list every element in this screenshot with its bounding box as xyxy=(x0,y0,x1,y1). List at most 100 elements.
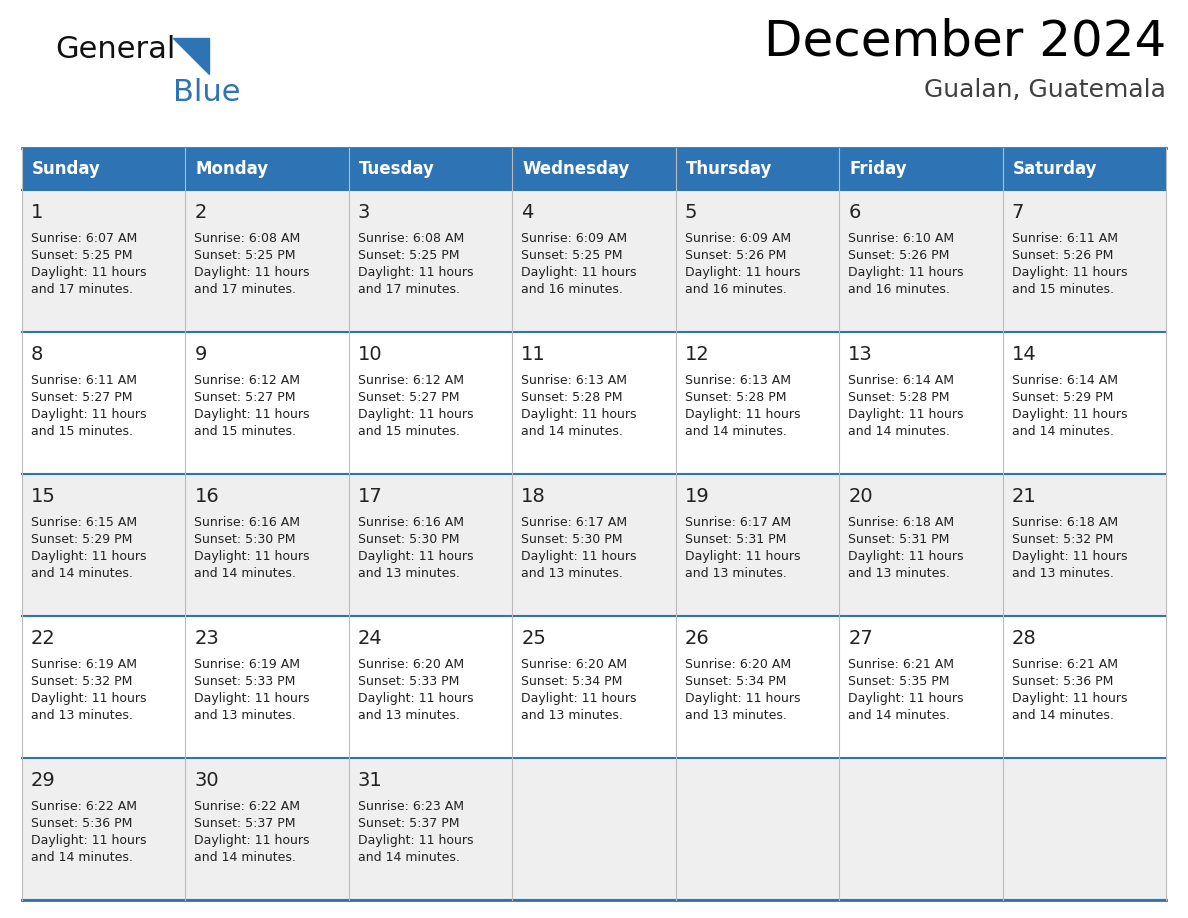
Text: 25: 25 xyxy=(522,629,546,648)
Text: 17: 17 xyxy=(358,487,383,506)
Bar xyxy=(349,332,512,474)
Text: and 13 minutes.: and 13 minutes. xyxy=(522,567,624,580)
Text: and 14 minutes.: and 14 minutes. xyxy=(848,709,950,722)
Bar xyxy=(349,758,512,900)
Text: and 13 minutes.: and 13 minutes. xyxy=(1011,567,1113,580)
Text: Sunrise: 6:11 AM: Sunrise: 6:11 AM xyxy=(31,374,137,387)
Text: 28: 28 xyxy=(1011,629,1036,648)
Text: 16: 16 xyxy=(195,487,219,506)
Text: Sunrise: 6:14 AM: Sunrise: 6:14 AM xyxy=(848,374,954,387)
Bar xyxy=(1003,332,1165,474)
Text: Daylight: 11 hours: Daylight: 11 hours xyxy=(358,550,473,563)
Text: Sunrise: 6:09 AM: Sunrise: 6:09 AM xyxy=(684,232,791,245)
Text: Daylight: 11 hours: Daylight: 11 hours xyxy=(1011,266,1127,279)
Text: 30: 30 xyxy=(195,771,219,790)
Text: Daylight: 11 hours: Daylight: 11 hours xyxy=(522,550,637,563)
Text: Sunset: 5:27 PM: Sunset: 5:27 PM xyxy=(195,391,296,404)
Text: and 15 minutes.: and 15 minutes. xyxy=(1011,283,1113,296)
Text: Sunset: 5:25 PM: Sunset: 5:25 PM xyxy=(522,249,623,262)
Text: Daylight: 11 hours: Daylight: 11 hours xyxy=(1011,408,1127,421)
Text: Daylight: 11 hours: Daylight: 11 hours xyxy=(31,266,146,279)
Text: Daylight: 11 hours: Daylight: 11 hours xyxy=(1011,550,1127,563)
Bar xyxy=(23,190,185,332)
Text: and 17 minutes.: and 17 minutes. xyxy=(195,283,297,296)
Text: and 14 minutes.: and 14 minutes. xyxy=(848,425,950,438)
Text: and 16 minutes.: and 16 minutes. xyxy=(848,283,950,296)
Text: Sunset: 5:29 PM: Sunset: 5:29 PM xyxy=(31,533,132,546)
Text: Sunrise: 6:13 AM: Sunrise: 6:13 AM xyxy=(522,374,627,387)
Text: Sunset: 5:30 PM: Sunset: 5:30 PM xyxy=(358,533,460,546)
Text: 31: 31 xyxy=(358,771,383,790)
Bar xyxy=(512,616,676,758)
Text: Daylight: 11 hours: Daylight: 11 hours xyxy=(195,266,310,279)
Bar xyxy=(839,332,1003,474)
Text: Sunrise: 6:08 AM: Sunrise: 6:08 AM xyxy=(358,232,465,245)
Text: Sunset: 5:32 PM: Sunset: 5:32 PM xyxy=(1011,533,1113,546)
Text: and 13 minutes.: and 13 minutes. xyxy=(684,709,786,722)
Text: and 16 minutes.: and 16 minutes. xyxy=(522,283,624,296)
Text: 2: 2 xyxy=(195,203,207,222)
Text: Sunrise: 6:23 AM: Sunrise: 6:23 AM xyxy=(358,800,463,813)
Text: Sunset: 5:28 PM: Sunset: 5:28 PM xyxy=(848,391,949,404)
Text: 24: 24 xyxy=(358,629,383,648)
Text: Sunrise: 6:10 AM: Sunrise: 6:10 AM xyxy=(848,232,954,245)
Text: and 13 minutes.: and 13 minutes. xyxy=(358,709,460,722)
Text: Sunset: 5:30 PM: Sunset: 5:30 PM xyxy=(195,533,296,546)
Bar xyxy=(1003,148,1165,190)
Text: and 13 minutes.: and 13 minutes. xyxy=(848,567,950,580)
Text: and 13 minutes.: and 13 minutes. xyxy=(31,709,133,722)
Text: Thursday: Thursday xyxy=(685,160,772,178)
Text: and 14 minutes.: and 14 minutes. xyxy=(522,425,624,438)
Text: and 15 minutes.: and 15 minutes. xyxy=(195,425,297,438)
Text: Daylight: 11 hours: Daylight: 11 hours xyxy=(848,550,963,563)
Text: December 2024: December 2024 xyxy=(764,18,1165,66)
Text: 9: 9 xyxy=(195,345,207,364)
Text: and 17 minutes.: and 17 minutes. xyxy=(31,283,133,296)
Text: Sunset: 5:25 PM: Sunset: 5:25 PM xyxy=(358,249,460,262)
Bar xyxy=(23,332,185,474)
Text: Sunset: 5:25 PM: Sunset: 5:25 PM xyxy=(195,249,296,262)
Text: Daylight: 11 hours: Daylight: 11 hours xyxy=(195,550,310,563)
Text: Sunrise: 6:16 AM: Sunrise: 6:16 AM xyxy=(195,516,301,529)
Text: Sunset: 5:30 PM: Sunset: 5:30 PM xyxy=(522,533,623,546)
Text: Daylight: 11 hours: Daylight: 11 hours xyxy=(358,834,473,847)
Text: 21: 21 xyxy=(1011,487,1036,506)
Text: Sunrise: 6:12 AM: Sunrise: 6:12 AM xyxy=(358,374,463,387)
Text: Sunrise: 6:17 AM: Sunrise: 6:17 AM xyxy=(522,516,627,529)
Text: Sunset: 5:31 PM: Sunset: 5:31 PM xyxy=(684,533,786,546)
Bar xyxy=(512,474,676,616)
Text: and 15 minutes.: and 15 minutes. xyxy=(358,425,460,438)
Text: Sunrise: 6:19 AM: Sunrise: 6:19 AM xyxy=(195,658,301,671)
Bar xyxy=(23,758,185,900)
Text: Sunset: 5:36 PM: Sunset: 5:36 PM xyxy=(31,817,132,830)
Text: Sunset: 5:26 PM: Sunset: 5:26 PM xyxy=(848,249,949,262)
Text: Sunset: 5:25 PM: Sunset: 5:25 PM xyxy=(31,249,133,262)
Bar xyxy=(23,148,185,190)
Text: Sunset: 5:26 PM: Sunset: 5:26 PM xyxy=(1011,249,1113,262)
Text: Daylight: 11 hours: Daylight: 11 hours xyxy=(848,266,963,279)
Bar xyxy=(185,332,349,474)
Text: Sunset: 5:37 PM: Sunset: 5:37 PM xyxy=(195,817,296,830)
Text: Sunset: 5:37 PM: Sunset: 5:37 PM xyxy=(358,817,460,830)
Text: Sunrise: 6:16 AM: Sunrise: 6:16 AM xyxy=(358,516,463,529)
Bar xyxy=(1003,616,1165,758)
Text: and 17 minutes.: and 17 minutes. xyxy=(358,283,460,296)
Text: 1: 1 xyxy=(31,203,44,222)
Text: Sunrise: 6:15 AM: Sunrise: 6:15 AM xyxy=(31,516,137,529)
Bar xyxy=(349,190,512,332)
Text: and 14 minutes.: and 14 minutes. xyxy=(358,851,460,864)
Bar xyxy=(1003,758,1165,900)
Text: Sunset: 5:35 PM: Sunset: 5:35 PM xyxy=(848,675,949,688)
Bar xyxy=(349,616,512,758)
Bar xyxy=(676,148,839,190)
Text: Wednesday: Wednesday xyxy=(523,160,630,178)
Text: General: General xyxy=(55,35,176,64)
Text: Sunrise: 6:20 AM: Sunrise: 6:20 AM xyxy=(358,658,465,671)
Bar xyxy=(512,332,676,474)
Text: and 14 minutes.: and 14 minutes. xyxy=(1011,425,1113,438)
Text: Sunset: 5:32 PM: Sunset: 5:32 PM xyxy=(31,675,132,688)
Bar xyxy=(839,758,1003,900)
Text: Daylight: 11 hours: Daylight: 11 hours xyxy=(522,266,637,279)
Text: Sunset: 5:26 PM: Sunset: 5:26 PM xyxy=(684,249,786,262)
Text: and 14 minutes.: and 14 minutes. xyxy=(195,851,296,864)
